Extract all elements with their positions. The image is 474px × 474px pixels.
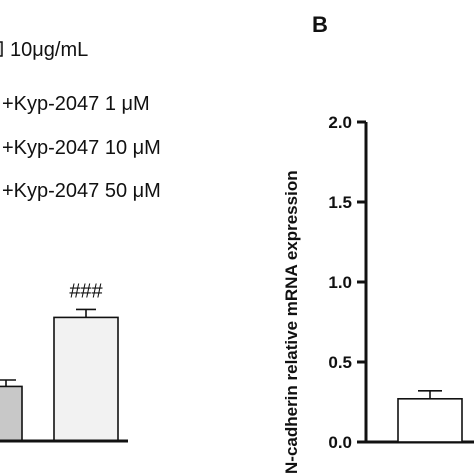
panel-a-bar-1	[0, 385, 23, 442]
legend-entry-1: 10μg/mL	[10, 39, 88, 61]
panel-b-y-tick-label-0: 0.0	[328, 433, 352, 452]
panel-b-bars	[397, 389, 463, 443]
panel-b-y-tick-label-3: 1.5	[328, 193, 352, 212]
panel-a-bars: ###	[0, 280, 119, 442]
legend-entry-4: +Kyp-2047 50 μM	[2, 180, 161, 202]
panel-b-letter: B	[312, 12, 328, 37]
panel-b-y-tick-label-1: 0.5	[328, 353, 352, 372]
panel-a-bar-2	[53, 316, 119, 442]
panel-b-y-axis-label: N-cadherin relative mRNA expression	[282, 170, 301, 474]
panel-b-y-tick-label-4: 2.0	[328, 113, 352, 132]
panel-a-legend: R 10μg/mL +Kyp-2047 1 μM +Kyp-2047 10 μM…	[0, 39, 161, 202]
panel-b-y-tick-label-2: 1.0	[328, 273, 352, 292]
legend-entry-2: +Kyp-2047 1 μM	[2, 93, 150, 115]
panel-a-significance-label: ###	[69, 280, 103, 302]
panel-b-bar-1	[397, 397, 463, 443]
legend-entry-3: +Kyp-2047 10 μM	[2, 137, 161, 159]
legend-swatch-1	[0, 41, 3, 57]
